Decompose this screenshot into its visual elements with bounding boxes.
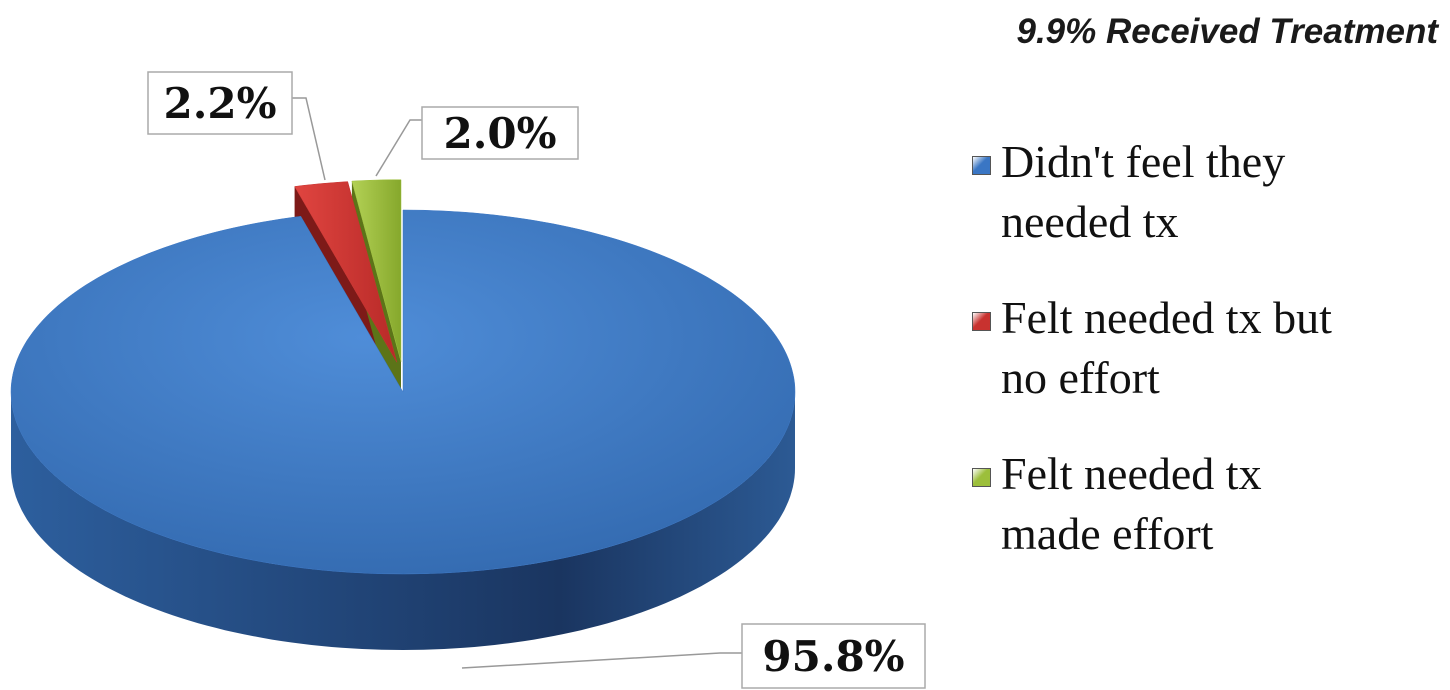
legend-item: Didn't feel they needed tx xyxy=(972,132,1392,252)
legend-swatch xyxy=(972,312,991,331)
value-label: 2.2% xyxy=(164,79,277,128)
legend-swatch xyxy=(972,156,991,175)
legend-label: Didn't feel they needed tx xyxy=(1001,136,1286,247)
legend-item: Felt needed tx but no effort xyxy=(972,288,1392,408)
value-label-box xyxy=(741,623,926,689)
legend-item: Felt needed tx made effort xyxy=(972,444,1392,564)
slice xyxy=(294,181,398,363)
legend-swatch xyxy=(972,468,991,487)
value-label-box xyxy=(421,106,579,160)
leader-line xyxy=(375,119,422,177)
slice xyxy=(351,179,402,362)
value-label: 95.8% xyxy=(762,632,904,681)
slice xyxy=(10,209,796,575)
legend: Didn't feel they needed tx Felt needed tx… xyxy=(972,132,1392,600)
leader-line xyxy=(292,97,326,181)
value-label: 2.0% xyxy=(444,109,557,158)
slice-side xyxy=(11,392,795,650)
chart-title: 9.9% Received Treatment xyxy=(1016,12,1438,51)
legend-label: Felt needed tx made effort xyxy=(1001,448,1262,559)
leader-line xyxy=(461,652,742,669)
legend-label: Felt needed tx but no effort xyxy=(1001,292,1332,403)
value-label-box xyxy=(147,71,293,135)
